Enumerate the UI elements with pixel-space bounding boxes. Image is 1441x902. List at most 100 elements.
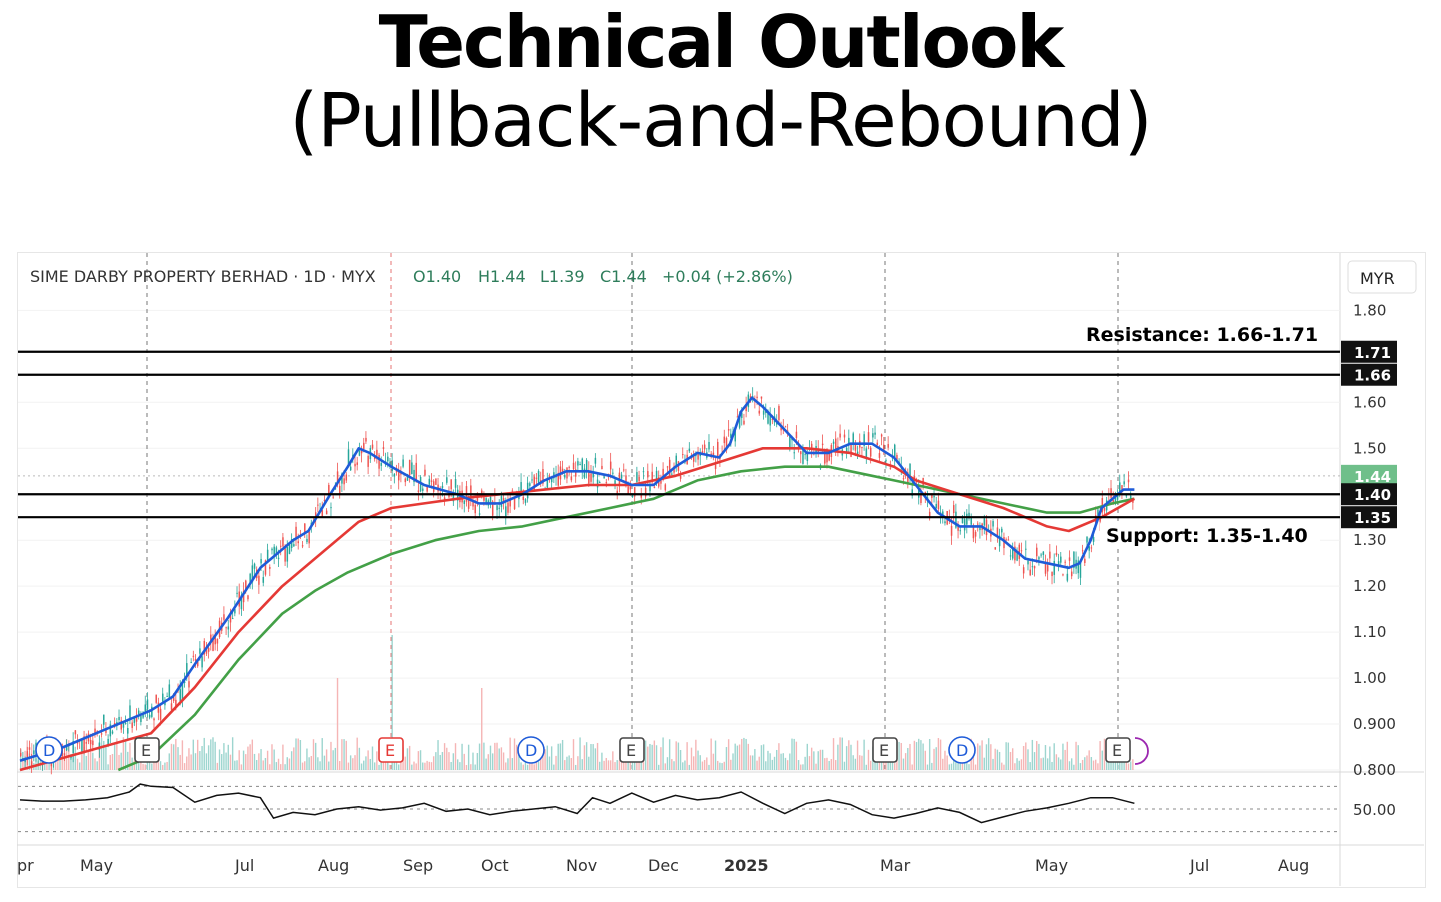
volume-bar: [454, 743, 457, 770]
volume-bar: [813, 751, 815, 770]
volume-bar: [295, 738, 297, 770]
candle-body: [450, 479, 452, 490]
volume-bar: [821, 749, 824, 770]
volume-bar: [443, 743, 446, 770]
volume-bar: [205, 753, 208, 770]
volume-bar: [415, 763, 417, 770]
volume-bar: [568, 755, 570, 770]
volume-bar: [1088, 750, 1090, 770]
volume-bar: [1066, 741, 1069, 770]
volume-bar: [695, 739, 697, 770]
volume-bar: [797, 760, 800, 770]
volume-bar: [201, 746, 203, 770]
candle-body: [325, 510, 328, 515]
candle-body: [111, 731, 114, 734]
volume-bar: [985, 744, 988, 770]
candle-body: [358, 450, 361, 456]
volume-bar: [474, 764, 476, 770]
candle-body: [341, 473, 343, 484]
volume-bar: [651, 744, 653, 770]
last-price-label: 1.44: [1354, 468, 1391, 486]
candle-body: [122, 722, 125, 728]
volume-bar: [727, 739, 730, 770]
candle-body: [655, 470, 658, 480]
volume-bar: [725, 747, 728, 770]
volume-bar: [255, 760, 258, 770]
volume-bar: [85, 755, 87, 770]
candle-body: [649, 484, 651, 492]
volume-bar: [1103, 738, 1106, 770]
candle-body: [933, 495, 935, 498]
volume-bar: [470, 764, 472, 770]
candle-body: [574, 469, 577, 477]
volume-bar: [181, 740, 184, 770]
volume-bar: [210, 739, 212, 770]
volume-bar: [786, 760, 789, 770]
volume-bar: [336, 678, 339, 770]
candle-body: [505, 506, 507, 518]
candle-body: [867, 432, 870, 442]
volume-bar: [332, 750, 334, 770]
volume-bar: [749, 755, 752, 770]
candle-body: [878, 453, 881, 458]
volume-bar: [926, 764, 929, 770]
volume-bar: [865, 764, 867, 770]
candle-body: [1031, 566, 1034, 568]
candle-body: [489, 496, 492, 503]
volume-bar: [769, 753, 771, 770]
candle-body: [845, 447, 848, 453]
candle-body: [843, 434, 846, 438]
earnings-marker-label: E: [141, 741, 151, 760]
volume-bar: [738, 744, 741, 770]
candle-body: [157, 702, 160, 713]
volume-bar: [1051, 761, 1053, 770]
candle-body: [631, 494, 634, 498]
candle-body: [435, 478, 437, 485]
candle-body: [249, 573, 251, 584]
volume-bar: [312, 739, 315, 770]
volume-bar: [745, 738, 747, 770]
y-tick-label: 1.30: [1353, 531, 1386, 549]
volume-bar: [439, 754, 441, 770]
volume-bar: [373, 762, 376, 770]
volume-bar: [931, 762, 933, 770]
volume-bar: [946, 755, 948, 770]
candle-body: [996, 527, 999, 536]
candle-body: [533, 476, 535, 491]
volume-bar: [859, 755, 861, 770]
candle-body: [883, 444, 885, 451]
candle-body: [234, 609, 236, 614]
volume-bar: [653, 740, 656, 770]
volume-bar: [513, 738, 516, 770]
volume-bar: [697, 750, 699, 770]
candle-body: [339, 485, 341, 494]
candle-body: [190, 661, 192, 663]
volume-bar: [1084, 757, 1086, 770]
candle-body: [1097, 509, 1099, 516]
volume-bar: [1095, 759, 1097, 770]
candle-body: [520, 482, 522, 493]
candle-body: [214, 633, 216, 645]
volume-bar: [566, 756, 568, 770]
volume-bar: [164, 762, 166, 770]
volume-bar: [264, 757, 267, 770]
candle-body: [330, 507, 332, 509]
volume-bar: [918, 738, 920, 770]
volume-bar: [166, 761, 168, 770]
candle-body: [531, 479, 533, 481]
volume-bar: [422, 762, 424, 770]
candle-body: [205, 649, 208, 654]
candle-body: [734, 428, 736, 442]
volume-bar: [588, 756, 590, 770]
volume-bar: [1086, 755, 1088, 770]
volume-bar: [229, 754, 232, 770]
candle-body: [422, 488, 424, 491]
candle-body: [162, 693, 164, 702]
volume-bar: [1079, 763, 1082, 770]
candle-body: [1121, 485, 1123, 490]
volume-bar: [920, 740, 922, 770]
volume-bar: [238, 750, 240, 770]
volume-bar: [730, 759, 732, 770]
currency-label: MYR: [1360, 269, 1395, 288]
